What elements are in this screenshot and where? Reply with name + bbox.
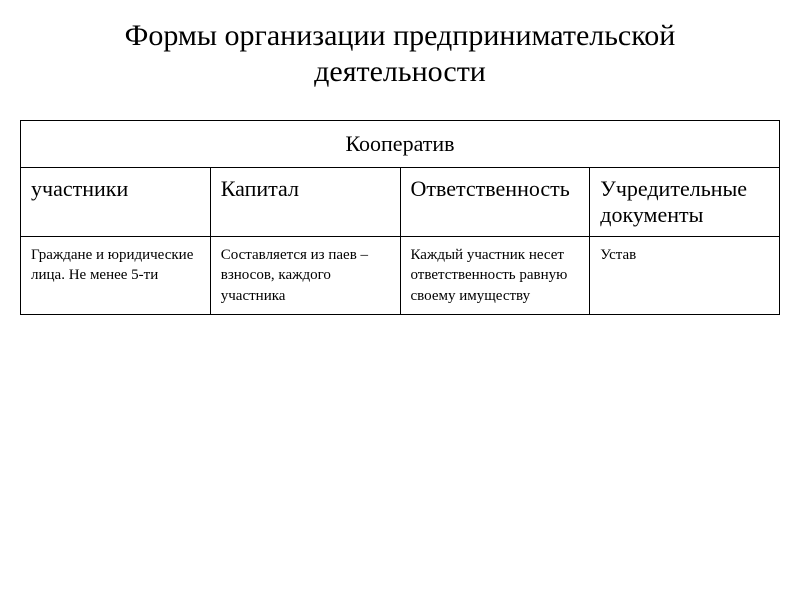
cell-participants: Граждане и юридические лица. Не менее 5-… [21,237,211,315]
page-title: Формы организации предпринимательской де… [0,0,800,90]
cell-responsibility: Каждый участник несет ответственность ра… [400,237,590,315]
cell-documents: Устав [590,237,780,315]
column-header-capital: Капитал [210,168,400,237]
column-header-documents: Учредительные документы [590,168,780,237]
column-header-responsibility: Ответственность [400,168,590,237]
table-data-row: Граждане и юридические лица. Не менее 5-… [21,237,780,315]
cooperative-table: Кооператив участники Капитал Ответственн… [20,120,780,315]
table-subheader-row: участники Капитал Ответственность Учреди… [21,168,780,237]
column-header-participants: участники [21,168,211,237]
cell-capital: Составляется из паев – взносов, каждого … [210,237,400,315]
table-header-cell: Кооператив [21,121,780,168]
table-container: Кооператив участники Капитал Ответственн… [20,120,780,315]
table-header-row: Кооператив [21,121,780,168]
